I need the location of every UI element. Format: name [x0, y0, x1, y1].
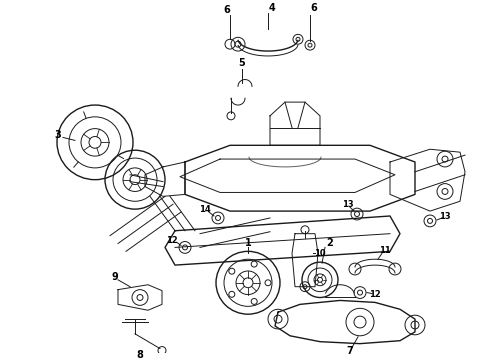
Text: 8: 8: [137, 350, 144, 360]
Text: 12: 12: [369, 290, 381, 299]
Text: 11: 11: [379, 246, 391, 255]
Text: 13: 13: [342, 200, 354, 209]
Text: 4: 4: [269, 3, 275, 13]
Text: 10: 10: [314, 249, 326, 258]
Text: 5: 5: [239, 58, 245, 68]
Text: 2: 2: [327, 238, 333, 248]
Text: 12: 12: [166, 236, 178, 245]
Text: 1: 1: [245, 238, 251, 248]
Text: 13: 13: [439, 212, 451, 221]
Text: 6: 6: [223, 5, 230, 15]
Text: 6: 6: [311, 3, 318, 13]
Text: 3: 3: [54, 130, 61, 140]
Text: 14: 14: [199, 204, 211, 213]
Text: 7: 7: [346, 346, 353, 356]
Text: 9: 9: [112, 272, 119, 282]
